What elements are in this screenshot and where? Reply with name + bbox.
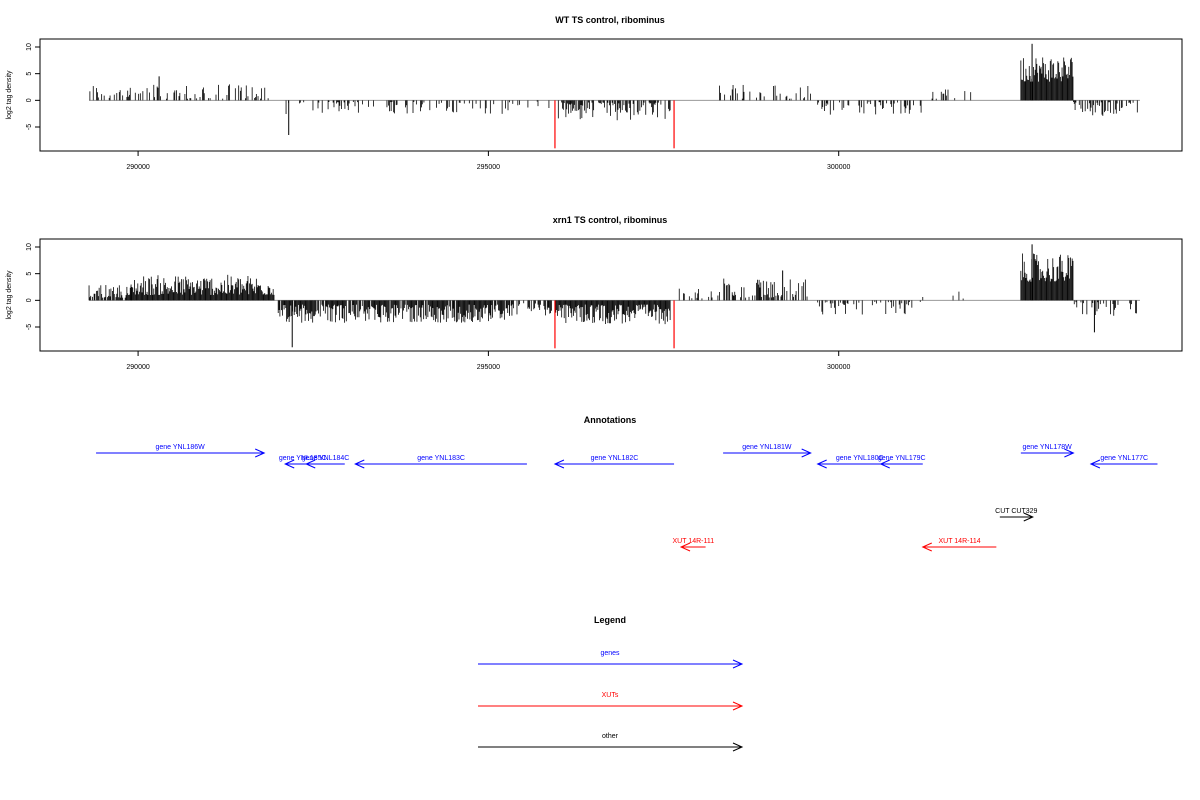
wt-x-tick-label: 295000: [477, 164, 500, 171]
legend-items: genes XUTs other: [478, 650, 744, 752]
annotation-feature: gene YNL177C: [1089, 455, 1158, 469]
feature-arrowhead-icon: [879, 459, 890, 469]
wt-y-axis-label: log2 tag density: [6, 70, 13, 120]
feature-arrowhead-icon: [1089, 459, 1101, 469]
wt-plot-frame: [39, 38, 1183, 152]
wt-x-tick-label: 300000: [827, 164, 850, 171]
annotation-feature: gene YNL183C: [354, 455, 527, 469]
legend-label: other: [602, 733, 619, 740]
xrn1-y-axis: -5 0 5 10: [26, 243, 40, 330]
legend-arrowhead-icon: [732, 701, 744, 711]
annotation-feature: gene YNL182C: [553, 455, 675, 469]
feature-label: gene YNL178W: [1022, 444, 1072, 451]
wt-coverage-panel: WT TS control, ribominus log2 tag densit…: [6, 15, 1183, 171]
feature-label: gene YNL183C: [417, 455, 465, 462]
annotations-title: Annotations: [584, 415, 637, 425]
xrn1-x-axis: 290000 295000 300000: [126, 351, 850, 371]
feature-label: gene YNL185C: [279, 455, 327, 462]
legend-label: genes: [600, 650, 620, 657]
feature-arrowhead-icon: [553, 459, 565, 469]
feature-label: gene YNL182C: [591, 455, 639, 462]
wt-y-tick-label: 0: [26, 98, 33, 102]
xrn1-panel-title: xrn1 TS control, ribominus: [553, 215, 668, 225]
feature-label: gene YNL181W: [742, 444, 792, 451]
wt-boundary-markers: [554, 100, 675, 149]
legend-title: Legend: [594, 615, 626, 625]
annotation-feature: gene YNL186W: [96, 444, 266, 458]
legend-item: XUTs: [478, 692, 744, 711]
legend-arrowhead-icon: [732, 742, 744, 752]
feature-label: CUT CUT329: [995, 508, 1037, 515]
annotation-feature: CUT CUT329: [995, 508, 1038, 522]
feature-arrowhead-icon: [1064, 448, 1075, 458]
wt-y-tick-label: -5: [26, 124, 33, 130]
xrn1-y-tick-label: 0: [26, 298, 33, 302]
annotation-feature: XUT 14R-111: [673, 538, 715, 552]
feature-arrowhead-icon: [283, 459, 295, 469]
feature-arrowhead-icon: [921, 542, 932, 552]
legend-label: XUTs: [602, 692, 619, 699]
feature-label: XUT 14R-114: [938, 538, 980, 545]
annotation-feature: gene YNL181W: [723, 444, 812, 458]
feature-arrowhead-icon: [354, 459, 365, 469]
xrn1-boundary-markers: [554, 300, 675, 349]
xrn1-coverage-panel: xrn1 TS control, ribominus log2 tag dens…: [6, 215, 1183, 371]
annotation-feature: XUT 14R-114: [921, 538, 997, 552]
xrn1-plot-frame: [39, 238, 1183, 352]
wt-coverage-bars: [89, 43, 1138, 135]
xrn1-y-axis-label: log2 tag density: [6, 270, 13, 320]
feature-label: gene YNL186W: [155, 444, 205, 451]
feature-arrowhead-icon: [305, 459, 316, 469]
wt-x-axis: 290000 295000 300000: [126, 151, 850, 171]
xrn1-x-tick-label: 300000: [827, 364, 850, 371]
xrn1-x-tick-label: 290000: [126, 364, 149, 371]
xrn1-coverage-bars: [88, 244, 1137, 348]
wt-y-tick-label: 10: [26, 43, 33, 51]
xrn1-x-tick-label: 295000: [477, 364, 500, 371]
feature-arrowhead-icon: [679, 542, 691, 552]
feature-label: gene YNL184C: [302, 455, 350, 462]
feature-label: XUT 14R-111: [673, 538, 715, 545]
feature-label: gene YNL179C: [878, 455, 926, 462]
feature-arrowhead-icon: [254, 448, 266, 458]
legend: Legend genes XUTs other: [478, 615, 744, 752]
wt-x-tick-label: 290000: [126, 164, 149, 171]
legend-arrowhead-icon: [732, 659, 744, 669]
wt-y-tick-label: 5: [26, 72, 33, 76]
feature-arrowhead-icon: [1023, 512, 1035, 522]
legend-item: genes: [478, 650, 744, 669]
feature-label: gene YNL177C: [1100, 455, 1148, 462]
xrn1-y-tick-label: -5: [26, 324, 33, 330]
xrn1-y-tick-label: 10: [26, 243, 33, 251]
wt-y-axis: -5 0 5 10: [26, 43, 40, 130]
annotation-feature: gene YNL179C: [878, 455, 926, 469]
xrn1-y-tick-label: 5: [26, 272, 33, 276]
wt-panel-title: WT TS control, ribominus: [555, 15, 665, 25]
feature-arrowhead-icon: [801, 448, 812, 458]
annotation-feature: gene YNL178W: [1020, 444, 1075, 458]
feature-arrowhead-icon: [816, 459, 827, 469]
legend-item: other: [478, 733, 744, 752]
feature-label: gene YNL180C: [836, 455, 884, 462]
annotation-feature: gene YNL184C: [302, 455, 350, 469]
